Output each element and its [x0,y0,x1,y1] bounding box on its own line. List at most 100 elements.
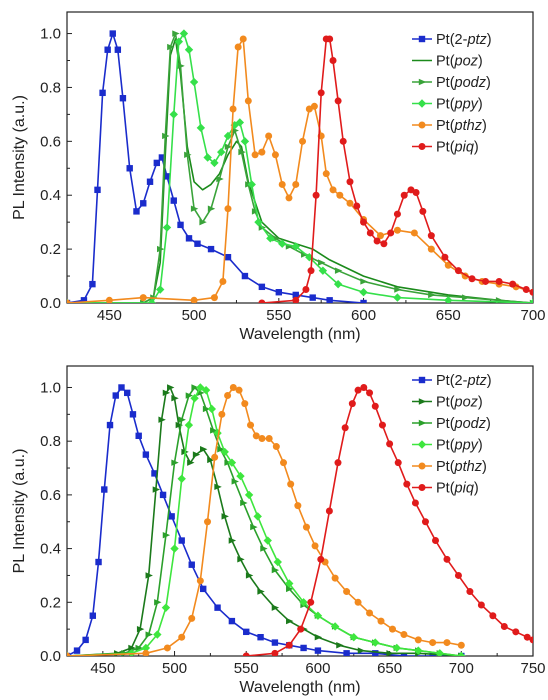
data-point [394,459,402,467]
data-point [126,165,133,172]
y-tick-label: 1.0 [40,379,61,396]
data-point [318,266,328,275]
data-point [333,279,343,289]
data-point [203,153,212,162]
data-point [240,499,248,507]
series-piq [258,35,533,303]
data-point [359,288,368,297]
data-point [489,612,497,620]
data-point [271,604,280,611]
data-point [146,178,154,185]
data-point [275,289,283,296]
data-point [419,207,427,215]
data-point [314,634,323,641]
x-tick-label: 550 [234,660,259,677]
legend-label: Pt(piq) [436,481,479,497]
data-point [201,385,211,395]
data-point [366,609,374,617]
series-line [67,38,533,303]
x-tick-label: 500 [162,660,187,677]
data-point [223,131,233,141]
data-point [325,507,333,515]
data-point [156,285,165,294]
data-point [196,383,205,392]
data-point [152,486,161,493]
data-point [343,588,351,596]
data-point [194,240,201,247]
data-point [145,572,153,579]
series-line [67,386,462,656]
data-point [392,643,401,653]
legend-label: Pt(pthz) [436,459,487,475]
data-point [302,523,310,531]
data-point [317,89,325,97]
data-point [210,294,218,302]
legend-label-part: ) [487,373,492,389]
data-point [353,202,361,210]
data-point [207,404,217,414]
y-tick-label: 0.4 [40,541,61,558]
series-ptz [67,30,367,303]
legend-label-part: ) [486,416,491,432]
legend-marker [418,398,427,405]
y-tick-label: 0.8 [40,79,61,96]
data-point [263,536,272,545]
data-point [285,194,293,202]
data-point [251,208,260,215]
data-point [244,97,252,105]
series-line [67,32,533,303]
legend-label-part: Pt( [436,459,455,475]
data-point [237,556,245,563]
data-point [169,110,178,119]
data-point [167,43,175,51]
legend-item: Pt(piq) [412,481,479,497]
data-point [204,518,212,526]
legend-label: Pt(poz) [436,395,483,411]
y-axis-title: PL Intensity (a.u.) [11,95,28,220]
data-point [278,239,287,248]
legend-label-part: ptz [466,373,487,389]
legend-label: Pt(piq) [436,140,479,156]
x-tick-label: 700 [520,307,545,324]
data-point [386,440,394,448]
data-point [360,278,368,285]
data-point [99,89,106,97]
data-point [258,148,266,156]
legend-label: Pt(ppy) [436,97,483,113]
data-point [387,229,395,237]
data-point [118,384,125,391]
bottom-emission-chart: 450 500 550 600 650 700 750 0.0 0.2 0.4 0.6 0.8 1.0 W… [11,365,546,696]
legend-marker [418,143,426,150]
legend-label-part: ) [478,395,483,411]
data-point [129,411,137,418]
legend-label-part: ) [478,54,483,70]
data-point [292,296,300,303]
data-point [106,421,114,429]
series-line [67,386,462,656]
legend-label-part: Pt( [436,373,455,389]
data-point [512,628,520,636]
data-point [360,383,368,391]
data-point [67,652,71,656]
data-point [334,267,343,274]
legend-item: Pt(2-ptz) [412,373,492,389]
data-point [410,229,418,237]
data-point [357,647,366,654]
data-point [82,636,89,644]
data-point [312,191,320,199]
data-point [414,636,422,644]
data-point [529,288,533,296]
data-point [278,180,286,188]
y-tick-label: 1.0 [40,26,61,43]
data-point [231,127,239,134]
data-point [139,294,147,302]
y-tick-label: 0.8 [40,433,61,450]
data-point [224,143,233,150]
data-point [334,459,342,467]
data-point [271,639,279,646]
data-point [214,483,222,491]
data-point [339,137,347,145]
data-point [190,296,198,303]
data-point [522,286,530,294]
data-point [257,588,265,595]
